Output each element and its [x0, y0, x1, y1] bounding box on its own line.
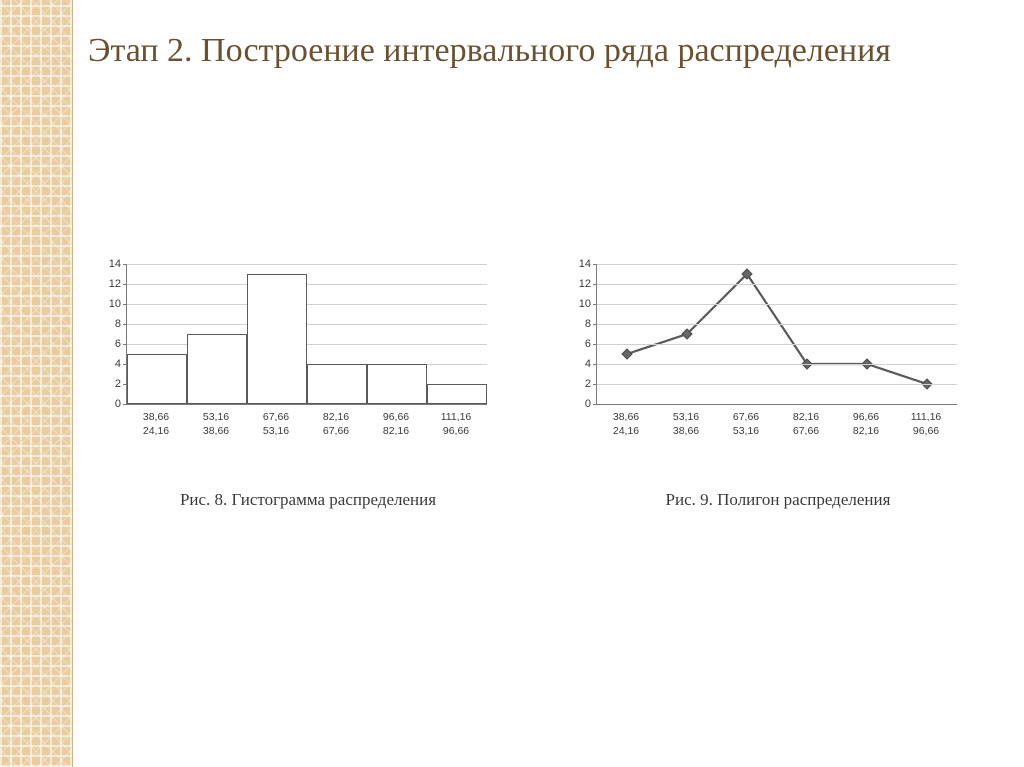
gridline: [597, 284, 957, 285]
y-tick-label: 10: [109, 298, 127, 310]
gridline: [597, 324, 957, 325]
x-label-top: 111,16: [896, 410, 956, 424]
x-label-bottom: 96,66: [896, 424, 956, 438]
polygon-marker: [622, 349, 632, 359]
x-label-bottom: 82,16: [836, 424, 896, 438]
x-label: 38,6624,16: [596, 410, 656, 438]
polygon-caption: Рис. 9. Полигон распределения: [558, 490, 998, 510]
x-label-bottom: 38,66: [186, 424, 246, 438]
y-tick-label: 2: [585, 378, 597, 390]
polygon-x-labels: 38,6624,1653,1638,6667,6653,1682,1667,66…: [596, 410, 956, 438]
x-label: 82,1667,66: [776, 410, 836, 438]
x-label: 67,6653,16: [716, 410, 776, 438]
polygon-svg: [597, 264, 957, 404]
histogram-bar: [307, 364, 367, 404]
histogram-bar: [247, 274, 307, 404]
x-label: 82,1667,66: [306, 410, 366, 438]
gridline: [127, 344, 487, 345]
histogram-bar: [127, 354, 187, 404]
histogram-bar: [367, 364, 427, 404]
x-label-bottom: 38,66: [656, 424, 716, 438]
x-label: 53,1638,66: [656, 410, 716, 438]
y-tick-label: 10: [579, 298, 597, 310]
gridline: [127, 324, 487, 325]
y-tick-label: 0: [115, 398, 127, 410]
x-label: 96,6682,16: [836, 410, 896, 438]
y-tick-label: 14: [579, 258, 597, 270]
decorative-side-pattern: [0, 0, 73, 767]
x-label-bottom: 96,66: [426, 424, 486, 438]
gridline: [127, 264, 487, 265]
gridline: [597, 264, 957, 265]
gridline: [597, 364, 957, 365]
x-label: 111,1696,66: [426, 410, 486, 438]
y-tick-label: 0: [585, 398, 597, 410]
histogram-bar: [427, 384, 487, 404]
x-label-bottom: 53,16: [246, 424, 306, 438]
polygon-block: 02468101214 38,6624,1653,1638,6667,6653,…: [558, 264, 998, 510]
gridline: [127, 284, 487, 285]
y-tick-label: 8: [585, 318, 597, 330]
x-label-top: 67,66: [246, 410, 306, 424]
polygon-area: 02468101214 38,6624,1653,1638,6667,6653,…: [596, 264, 998, 464]
x-label: 38,6624,16: [126, 410, 186, 438]
x-label-top: 53,16: [186, 410, 246, 424]
y-tick-label: 4: [585, 358, 597, 370]
y-tick-label: 8: [115, 318, 127, 330]
x-label-top: 53,16: [656, 410, 716, 424]
histogram-bar: [187, 334, 247, 404]
y-tick-label: 14: [109, 258, 127, 270]
gridline: [127, 304, 487, 305]
x-label-bottom: 67,66: [306, 424, 366, 438]
x-label-top: 38,66: [596, 410, 656, 424]
slide-title: Этап 2. Построение интервального ряда ра…: [88, 30, 1000, 73]
x-label-bottom: 67,66: [776, 424, 836, 438]
gridline: [597, 384, 957, 385]
y-tick-label: 6: [115, 338, 127, 350]
y-tick-label: 12: [579, 278, 597, 290]
gridline: [597, 344, 957, 345]
x-label-bottom: 24,16: [126, 424, 186, 438]
x-label-top: 82,16: [776, 410, 836, 424]
x-label-top: 111,16: [426, 410, 486, 424]
x-label-top: 96,66: [366, 410, 426, 424]
histogram-area: 02468101214 38,6624,1653,1638,6667,6653,…: [126, 264, 528, 464]
polygon-plot: 02468101214: [596, 264, 957, 405]
x-label: 67,6653,16: [246, 410, 306, 438]
y-tick-label: 12: [109, 278, 127, 290]
y-tick-label: 6: [585, 338, 597, 350]
histogram-plot: 02468101214: [126, 264, 487, 405]
x-label-bottom: 82,16: [366, 424, 426, 438]
x-label-top: 82,16: [306, 410, 366, 424]
x-label: 53,1638,66: [186, 410, 246, 438]
histogram-x-labels: 38,6624,1653,1638,6667,6653,1682,1667,66…: [126, 410, 486, 438]
x-label-top: 67,66: [716, 410, 776, 424]
x-label-bottom: 53,16: [716, 424, 776, 438]
x-label: 111,1696,66: [896, 410, 956, 438]
histogram-block: 02468101214 38,6624,1653,1638,6667,6653,…: [88, 264, 528, 510]
y-tick-label: 4: [115, 358, 127, 370]
y-tick-label: 2: [115, 378, 127, 390]
x-label-top: 38,66: [126, 410, 186, 424]
polygon-series-line: [627, 274, 927, 384]
histogram-caption: Рис. 8. Гистограмма распределения: [88, 490, 528, 510]
charts-row: 02468101214 38,6624,1653,1638,6667,6653,…: [88, 264, 1000, 510]
slide-content: Этап 2. Построение интервального ряда ра…: [88, 24, 1000, 743]
x-label-bottom: 24,16: [596, 424, 656, 438]
x-label-top: 96,66: [836, 410, 896, 424]
x-label: 96,6682,16: [366, 410, 426, 438]
gridline: [597, 304, 957, 305]
